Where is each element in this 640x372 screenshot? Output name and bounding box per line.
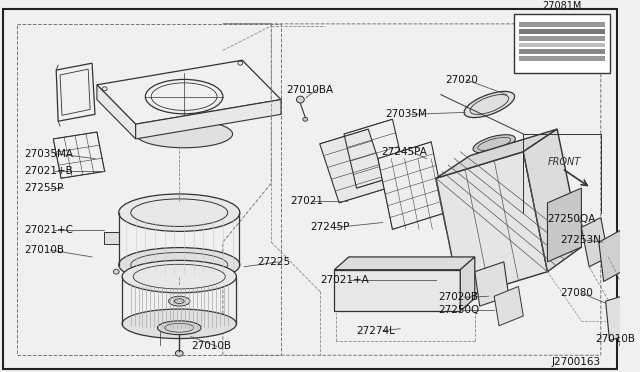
Polygon shape — [494, 286, 524, 326]
Text: 27225: 27225 — [257, 257, 290, 267]
Ellipse shape — [614, 310, 632, 322]
Text: 27081M: 27081M — [542, 1, 582, 11]
Text: 27250Q: 27250Q — [438, 305, 479, 315]
Ellipse shape — [175, 350, 183, 356]
Bar — [520, 36, 605, 41]
Text: 27010B: 27010B — [24, 245, 64, 255]
Text: 27080: 27080 — [560, 288, 593, 298]
Ellipse shape — [637, 348, 640, 353]
Polygon shape — [599, 230, 625, 282]
Ellipse shape — [296, 96, 304, 103]
Text: 27245PA: 27245PA — [381, 147, 427, 157]
Ellipse shape — [113, 269, 119, 274]
Polygon shape — [334, 257, 475, 270]
Polygon shape — [97, 85, 136, 139]
Polygon shape — [53, 132, 105, 178]
Polygon shape — [436, 129, 557, 178]
Polygon shape — [547, 188, 581, 262]
Polygon shape — [436, 152, 547, 298]
Ellipse shape — [303, 117, 308, 121]
Ellipse shape — [473, 135, 515, 153]
Ellipse shape — [157, 321, 201, 335]
Polygon shape — [378, 142, 445, 230]
Ellipse shape — [486, 278, 497, 285]
Polygon shape — [605, 291, 640, 340]
Bar — [520, 56, 605, 61]
Text: 27253N: 27253N — [560, 235, 601, 245]
Text: 27255P: 27255P — [24, 183, 63, 193]
Bar — [104, 232, 119, 244]
Ellipse shape — [620, 342, 627, 347]
Text: FRONT: FRONT — [547, 157, 580, 167]
Text: 27250QA: 27250QA — [547, 214, 596, 224]
Ellipse shape — [118, 248, 240, 282]
Bar — [513, 14, 611, 73]
Text: 27020B: 27020B — [438, 292, 478, 302]
Text: 27245P: 27245P — [310, 222, 349, 232]
Text: 27020: 27020 — [445, 75, 477, 85]
Polygon shape — [334, 270, 460, 311]
Text: 27010B: 27010B — [595, 334, 635, 344]
Text: 27010B: 27010B — [191, 341, 231, 352]
Ellipse shape — [168, 296, 190, 306]
Polygon shape — [460, 257, 475, 311]
Text: 27274L: 27274L — [356, 326, 396, 336]
Ellipse shape — [122, 309, 236, 339]
Ellipse shape — [464, 92, 515, 118]
Ellipse shape — [122, 260, 236, 293]
Polygon shape — [320, 129, 388, 203]
Bar — [520, 22, 605, 27]
Text: 27035MA: 27035MA — [24, 149, 73, 159]
Text: 27021+B: 27021+B — [24, 166, 73, 176]
Polygon shape — [136, 100, 281, 139]
Polygon shape — [581, 218, 609, 267]
Ellipse shape — [118, 194, 240, 231]
Bar — [520, 42, 605, 48]
Polygon shape — [475, 262, 509, 306]
Bar — [520, 49, 605, 54]
Ellipse shape — [175, 299, 184, 304]
Bar — [520, 29, 605, 34]
Text: 27021+A: 27021+A — [320, 275, 369, 285]
Text: 27021+C: 27021+C — [24, 225, 73, 235]
Text: 27021: 27021 — [291, 196, 324, 206]
Text: 27035M: 27035M — [386, 109, 428, 119]
Ellipse shape — [136, 120, 232, 148]
Text: J2700163: J2700163 — [552, 357, 601, 367]
Polygon shape — [524, 129, 581, 272]
Text: 27010BA: 27010BA — [286, 85, 333, 95]
